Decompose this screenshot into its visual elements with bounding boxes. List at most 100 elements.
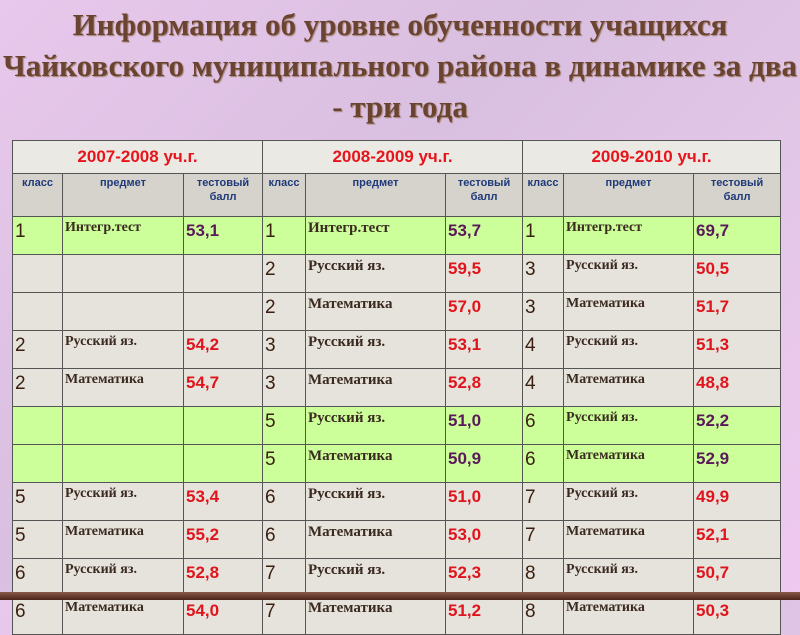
subject-cell: Русский яз. xyxy=(62,558,184,597)
column-header: класс xyxy=(262,173,307,217)
class-cell xyxy=(12,292,63,331)
class-cell: 7 xyxy=(262,558,307,597)
column-header: тестовый балл xyxy=(445,173,524,217)
subject-cell: Математика xyxy=(305,292,447,331)
class-cell: 2 xyxy=(262,254,307,293)
table-row: 5 Математика 55,2 6 Математика 53,0 7 Математик… xyxy=(12,520,782,559)
class-cell xyxy=(12,444,63,483)
slide-bottom-bar xyxy=(0,592,800,600)
class-cell: 6 xyxy=(262,520,307,559)
class-cell: 6 xyxy=(12,596,63,635)
subject-cell: Русский яз. xyxy=(62,482,184,521)
subject-cell: Математика xyxy=(563,292,695,331)
table-row: 5 Математика 50,9 6 Математика 52,9 xyxy=(12,444,782,483)
subject-cell: Русский яз. xyxy=(305,558,447,597)
class-cell: 1 xyxy=(12,216,63,255)
column-header: тестовый балл xyxy=(182,173,264,217)
score-cell: 49,9 xyxy=(693,482,782,521)
subject-cell: Русский яз. xyxy=(563,482,695,521)
score-cell: 53,7 xyxy=(445,216,524,255)
class-cell: 2 xyxy=(12,368,63,407)
class-cell: 1 xyxy=(522,216,565,255)
subject-cell: Математика xyxy=(563,368,695,407)
score-cell: 52,3 xyxy=(445,558,524,597)
class-cell: 4 xyxy=(522,330,565,369)
column-header: класс xyxy=(12,173,63,217)
score-cell: 51,0 xyxy=(445,482,524,521)
class-cell xyxy=(12,254,63,293)
score-cell xyxy=(182,254,264,293)
subject-cell xyxy=(62,444,184,483)
class-cell: 3 xyxy=(522,292,565,331)
subject-cell: Интегр.тест xyxy=(305,216,447,255)
score-cell: 54,2 xyxy=(182,330,264,369)
class-cell: 6 xyxy=(522,406,565,445)
column-header: предмет xyxy=(62,173,184,217)
subject-cell: Русский яз. xyxy=(563,330,695,369)
class-cell: 8 xyxy=(522,558,565,597)
score-cell: 48,8 xyxy=(693,368,782,407)
subject-cell: Математика xyxy=(563,596,695,635)
slide-title: Информация об уровне обученности учащихс… xyxy=(3,7,797,124)
score-cell xyxy=(182,444,264,483)
class-cell: 5 xyxy=(12,482,63,521)
score-cell: 55,2 xyxy=(182,520,264,559)
subject-cell: Математика xyxy=(563,520,695,559)
score-cell xyxy=(182,406,264,445)
score-cell: 54,0 xyxy=(182,596,264,635)
results-table: 2007-2008 уч.г. 2008-2009 уч.г. 2009-201… xyxy=(11,140,782,635)
table-row: 2 Русский яз. 54,2 3 Русский яз. 53,1 4 Русский… xyxy=(12,330,782,369)
score-cell: 52,1 xyxy=(693,520,782,559)
subject-cell: Интегр.тест xyxy=(62,216,184,255)
class-cell xyxy=(12,406,63,445)
score-cell: 69,7 xyxy=(693,216,782,255)
class-cell: 2 xyxy=(12,330,63,369)
subject-cell: Математика xyxy=(62,368,184,407)
table-row: 2 Русский яз. 59,5 3 Русский яз. 50,5 xyxy=(12,254,782,293)
subject-cell: Математика xyxy=(305,520,447,559)
subject-cell: Интегр.тест xyxy=(563,216,695,255)
score-cell: 50,5 xyxy=(693,254,782,293)
subject-cell xyxy=(62,406,184,445)
score-cell: 53,1 xyxy=(445,330,524,369)
subject-cell: Русский яз. xyxy=(62,330,184,369)
score-cell: 50,9 xyxy=(445,444,524,483)
score-cell: 50,3 xyxy=(693,596,782,635)
subject-cell: Математика xyxy=(62,520,184,559)
class-cell: 1 xyxy=(262,216,307,255)
subject-cell: Математика xyxy=(62,596,184,635)
class-cell: 7 xyxy=(522,482,565,521)
score-cell: 53,4 xyxy=(182,482,264,521)
class-cell: 3 xyxy=(522,254,565,293)
column-header: предмет xyxy=(563,173,695,217)
table-row: 6 Русский яз. 52,8 7 Русский яз. 52,3 8 Русский… xyxy=(12,558,782,597)
score-cell: 54,7 xyxy=(182,368,264,407)
subject-cell: Математика xyxy=(563,444,695,483)
score-cell: 53,0 xyxy=(445,520,524,559)
subject-cell xyxy=(62,254,184,293)
year-header: 2008-2009 уч.г. xyxy=(262,140,524,174)
score-cell: 51,3 xyxy=(693,330,782,369)
class-cell: 3 xyxy=(262,368,307,407)
subject-cell: Русский яз. xyxy=(305,254,447,293)
table-row: 5 Русский яз. 53,4 6 Русский яз. 51,0 7 Русский… xyxy=(12,482,782,521)
score-cell: 51,2 xyxy=(445,596,524,635)
table-row: 6 Математика 54,0 7 Математика 51,2 8 Математик… xyxy=(12,596,782,635)
score-cell: 52,8 xyxy=(445,368,524,407)
class-cell: 3 xyxy=(262,330,307,369)
table-row: 2 Математика 57,0 3 Математика 51,7 xyxy=(12,292,782,331)
class-cell: 6 xyxy=(522,444,565,483)
class-cell: 6 xyxy=(262,482,307,521)
score-cell: 59,5 xyxy=(445,254,524,293)
score-cell: 52,2 xyxy=(693,406,782,445)
table-row: 2 Математика 54,7 3 Математика 52,8 4 Математик… xyxy=(12,368,782,407)
subject-cell: Математика xyxy=(305,368,447,407)
table-row: 1 Интегр.тест 53,1 1 Интегр.тест 53,7 1 Интегр.… xyxy=(12,216,782,255)
column-header: предмет xyxy=(305,173,447,217)
column-header: тестовый балл xyxy=(693,173,782,217)
subject-cell: Математика xyxy=(305,444,447,483)
score-cell: 52,9 xyxy=(693,444,782,483)
class-cell: 5 xyxy=(12,520,63,559)
class-cell: 8 xyxy=(522,596,565,635)
score-cell: 50,7 xyxy=(693,558,782,597)
